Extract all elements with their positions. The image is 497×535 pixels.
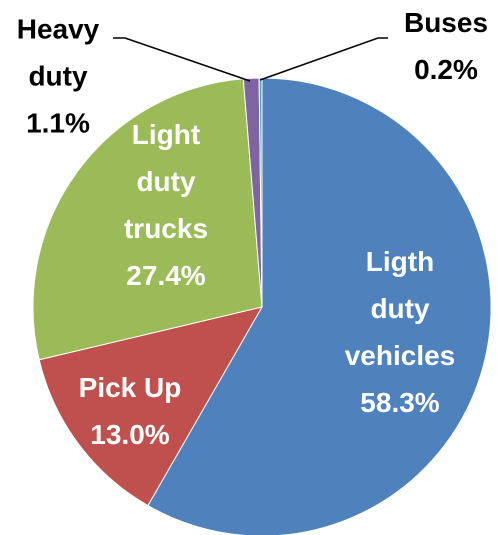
leader-line bbox=[113, 37, 251, 82]
value-label: 58.3% bbox=[360, 387, 440, 418]
slice-label: Buses 0.2% bbox=[396, 0, 496, 93]
value-label: 27.4% bbox=[126, 260, 206, 291]
slice-label: Light duty trucks 27.4% bbox=[106, 111, 226, 299]
value-label: 0.2% bbox=[414, 54, 478, 85]
category-label: Ligth duty vehicles bbox=[344, 246, 456, 371]
value-label: 1.1% bbox=[26, 107, 90, 139]
leader-line bbox=[259, 37, 388, 81]
slice-label: Heavy duty 1.1% bbox=[8, 6, 108, 147]
category-label: Pick Up bbox=[78, 372, 182, 403]
pie-slice bbox=[258, 77, 263, 308]
pie-slice bbox=[32, 78, 263, 361]
category-label: Buses bbox=[403, 7, 489, 38]
value-label: 13.0% bbox=[90, 419, 170, 450]
pie-slice bbox=[147, 77, 492, 535]
slice-label: Pick Up 13.0% bbox=[55, 364, 205, 458]
category-label: Heavy duty bbox=[16, 13, 100, 92]
category-label: Light duty trucks bbox=[123, 119, 209, 244]
slice-label: Ligth duty vehicles 58.3% bbox=[335, 238, 465, 426]
pie-slice bbox=[38, 306, 264, 507]
